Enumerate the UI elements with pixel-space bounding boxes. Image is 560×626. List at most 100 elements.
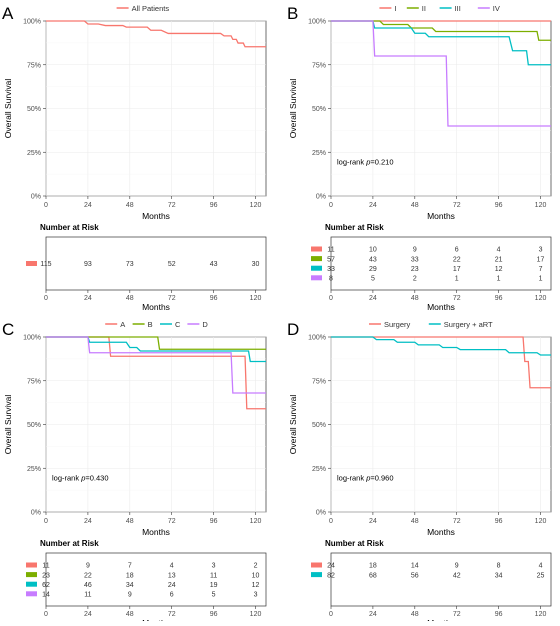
y-axis-title: Overall Survival — [3, 79, 13, 139]
risk-count: 1 — [455, 276, 459, 283]
risk-count: 5 — [212, 592, 216, 599]
risk-table-frame — [330, 552, 552, 607]
y-tick-label: 0% — [316, 510, 326, 517]
risk-count: 4 — [170, 563, 174, 570]
y-axis-title: Overall Survival — [288, 79, 298, 139]
legend-item: B — [132, 320, 153, 329]
risk-x-tick-label: 0 — [44, 295, 48, 302]
risk-row: 115 93 73 52 43 30 — [26, 261, 260, 268]
risk-count: 4 — [539, 563, 543, 570]
risk-table-title: Number at Risk — [325, 539, 384, 548]
risk-count: 24 — [327, 563, 335, 570]
risk-x-tick-label: 120 — [250, 611, 262, 618]
risk-count: 22 — [84, 572, 92, 579]
survival-curves — [46, 336, 266, 410]
x-tick-label: 24 — [369, 202, 377, 209]
risk-row-key — [311, 572, 322, 578]
survival-curve-d — [46, 336, 266, 394]
x-tick-label: 72 — [168, 202, 176, 209]
survival-curves — [331, 20, 551, 127]
survival-curve-iv — [331, 20, 551, 127]
risk-x-tick-label: 72 — [168, 295, 176, 302]
annotation-p: p — [365, 158, 370, 167]
legend-item: Surgery — [369, 320, 411, 329]
risk-table-frame — [330, 236, 552, 291]
legend-label: IV — [493, 4, 500, 13]
risk-x-tick-label: 48 — [126, 611, 134, 618]
risk-row-key — [26, 581, 37, 587]
risk-row: 23 22 18 13 11 10 — [26, 572, 260, 579]
x-tick-label: 120 — [250, 202, 262, 209]
x-tick-label: 120 — [535, 518, 547, 525]
risk-count: 8 — [497, 563, 501, 570]
risk-table-title: Number at Risk — [325, 223, 384, 232]
risk-count: 4 — [497, 247, 501, 254]
y-tick-label: 75% — [312, 62, 326, 69]
x-tick-label: 96 — [210, 202, 218, 209]
x-tick-label: 72 — [453, 202, 461, 209]
legend-label: Surgery — [384, 320, 411, 329]
risk-count: 6 — [455, 247, 459, 254]
legend-item: A — [105, 320, 125, 329]
survival-curve-surgery-art — [331, 336, 551, 356]
risk-count: 29 — [369, 266, 377, 273]
panel-a: A All Patients 0% 25% 50% 75% 100% 0 24 48 72 96 120… — [2, 4, 267, 312]
y-tick-label: 50% — [27, 106, 41, 113]
legend-label: D — [202, 320, 208, 329]
risk-count: 18 — [126, 572, 134, 579]
x-tick-label: 0 — [329, 202, 333, 209]
x-tick-label: 72 — [453, 518, 461, 525]
y-tick-label: 75% — [27, 62, 41, 69]
risk-count: 9 — [86, 563, 90, 570]
risk-count: 1 — [539, 276, 543, 283]
risk-row: 14 11 9 6 5 3 — [26, 591, 258, 599]
risk-count: 2 — [413, 276, 417, 283]
survival-curve-b — [46, 336, 266, 350]
x-tick-label: 0 — [329, 518, 333, 525]
risk-count: 52 — [168, 261, 176, 268]
risk-count: 115 — [40, 261, 51, 268]
x-tick-label: 120 — [535, 202, 547, 209]
risk-count: 93 — [84, 261, 92, 268]
survival-curve-ii — [331, 20, 551, 41]
y-tick-label: 0% — [316, 194, 326, 201]
x-tick-label: 120 — [250, 518, 262, 525]
risk-table-frame — [45, 236, 267, 291]
legend-item: C — [160, 320, 181, 329]
legend-label: All Patients — [132, 4, 170, 13]
y-tick-label: 50% — [27, 422, 41, 429]
risk-x-tick-label: 0 — [329, 295, 333, 302]
y-tick-label: 100% — [23, 19, 41, 26]
risk-count: 14 — [411, 563, 419, 570]
risk-table-frame — [45, 552, 267, 607]
log-rank-annotation: log-rank p=0.210 — [337, 158, 394, 167]
risk-count: 6 — [170, 592, 174, 599]
risk-count: 19 — [210, 582, 218, 589]
x-tick-label: 96 — [495, 518, 503, 525]
panel-label: A — [2, 4, 14, 23]
risk-table-x-title: Months — [427, 302, 455, 312]
risk-count: 34 — [495, 572, 503, 579]
risk-table: Number at Risk 11 9 7 4 3 2 23 22 18 13 11 10 62 46 34 2… — [26, 539, 267, 626]
risk-x-tick-label: 72 — [453, 295, 461, 302]
risk-table: Number at Risk 115 93 73 52 43 30 0 24 48 72 96 120 M… — [26, 223, 267, 312]
legend-label: Surgery + aRT — [444, 320, 493, 329]
annotation-value: =0.430 — [85, 474, 108, 483]
panel-d: D Surgery Surgery + aRT 0% 25% 50% 75% 100% 0 24 4… — [287, 320, 552, 626]
risk-row-key — [311, 265, 322, 271]
risk-row-key — [311, 256, 322, 262]
y-tick-label: 0% — [31, 194, 41, 201]
y-tick-label: 25% — [312, 466, 326, 473]
annotation-p: p — [365, 474, 370, 483]
annotation-prefix: log-rank — [52, 474, 81, 483]
annotation-value: =0.960 — [370, 474, 393, 483]
risk-count: 9 — [413, 247, 417, 254]
legend-item: I — [379, 4, 396, 13]
risk-row-key — [311, 246, 322, 252]
risk-x-tick-label: 24 — [84, 295, 92, 302]
y-tick-label: 75% — [312, 378, 326, 385]
risk-row: 62 46 34 24 19 12 — [26, 581, 260, 589]
y-tick-label: 25% — [27, 150, 41, 157]
risk-count: 11 — [42, 563, 49, 570]
